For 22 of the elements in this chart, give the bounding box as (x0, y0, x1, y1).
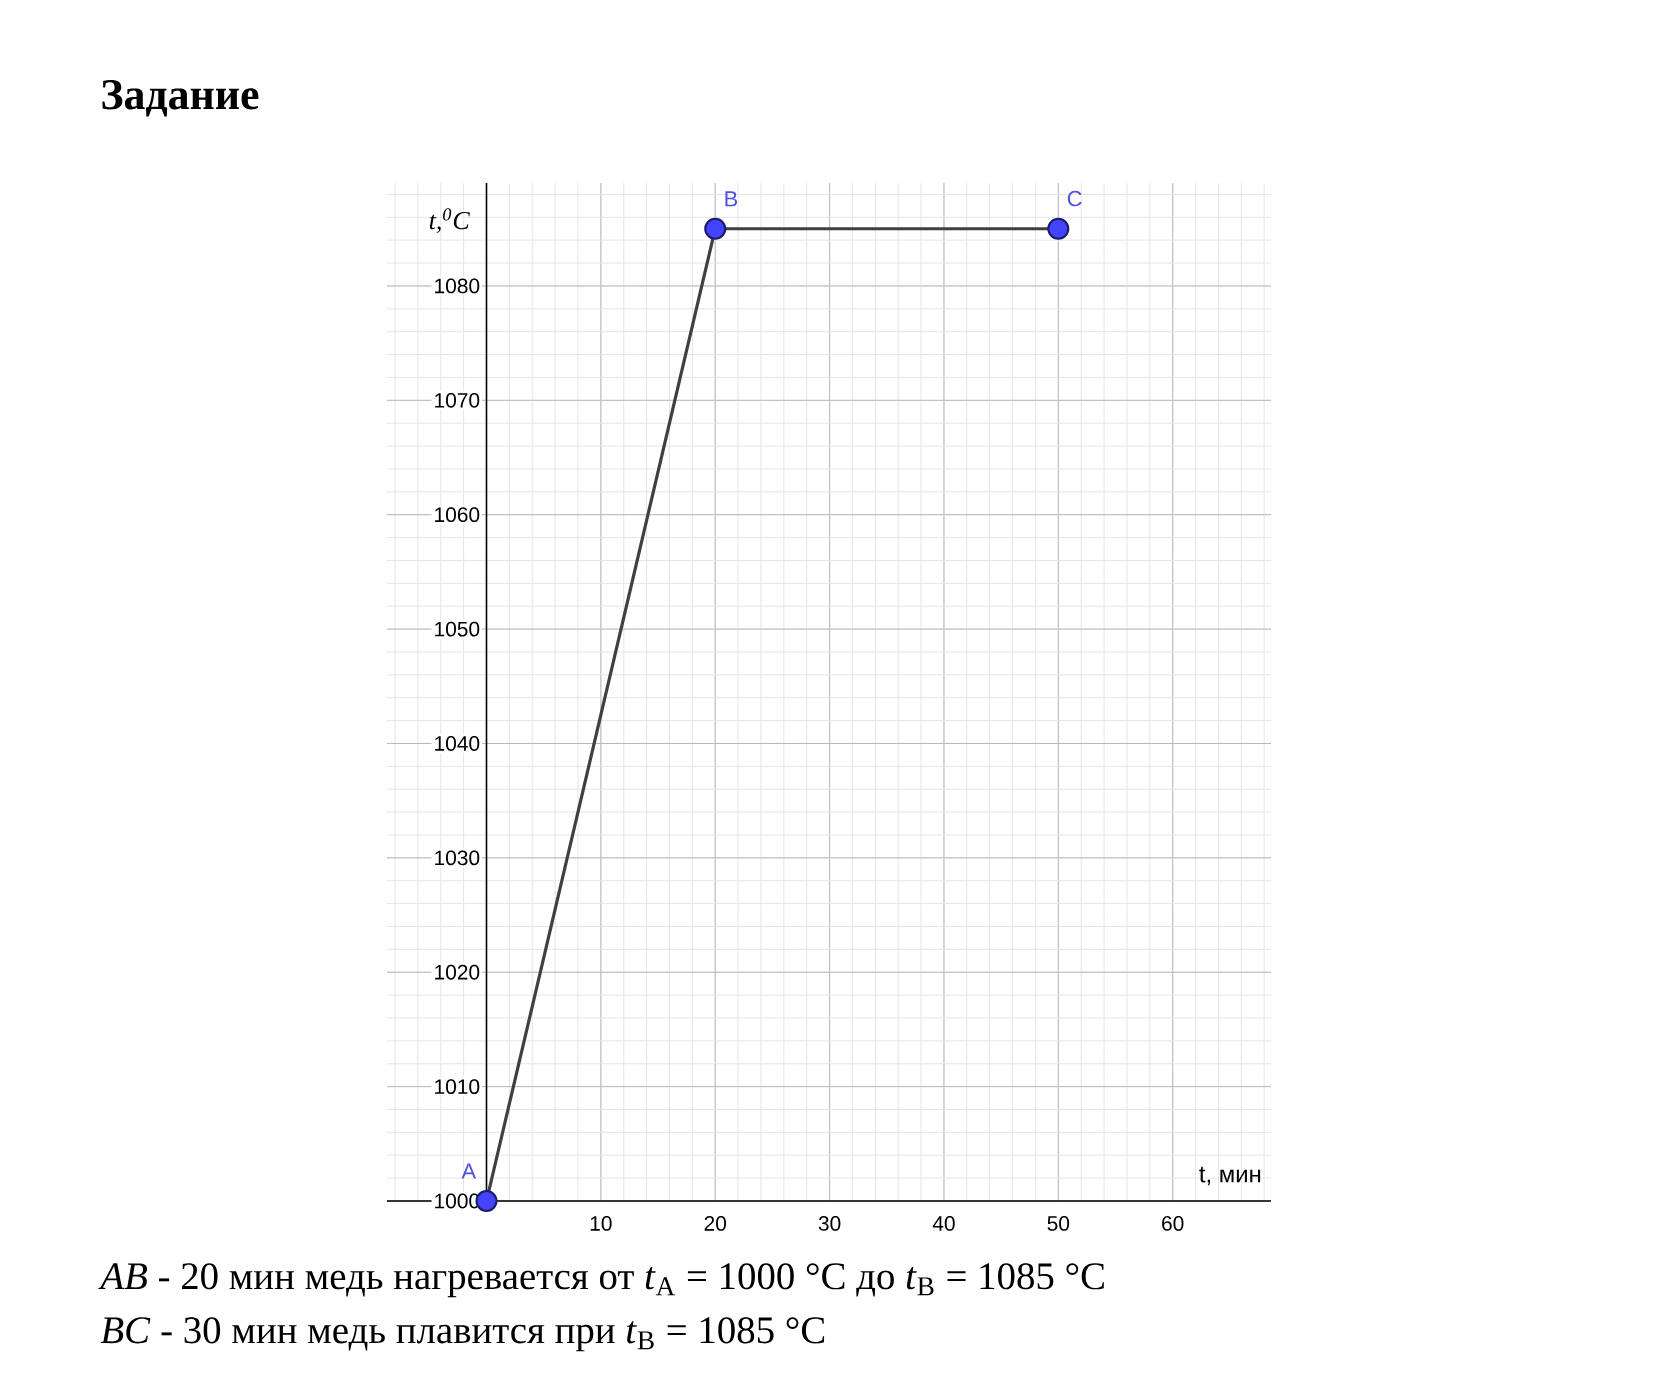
y-tick-label: 1010 (435, 1079, 480, 1095)
annotation: B (725, 191, 738, 207)
x-tick-label: 40 (932, 1216, 955, 1231)
y-tick-label: 1020 (435, 964, 480, 980)
y-tick-label: 1080 (435, 278, 480, 294)
chart-title: Задание (102, 79, 259, 117)
text: AB - 20 мин медь нагревается от t$_{A}$ = 1000 °C до t$_{B}$ = 1085 °C (98, 1263, 1104, 1298)
y-tick-label: 1030 (435, 850, 480, 866)
x-tick-label: 30 (818, 1216, 841, 1231)
x-tick-label: 60 (1162, 1216, 1184, 1231)
y-tick-label: 1060 (435, 507, 480, 523)
x-tick-label: 20 (704, 1216, 727, 1231)
y-tick-label: 1040 (435, 736, 480, 751)
annotation: A (461, 1163, 477, 1179)
annotation: C (1067, 190, 1082, 207)
x-tick-label: 50 (1047, 1216, 1070, 1231)
y-tick-label: 1050 (435, 621, 480, 637)
y-axis-title: t,$^{0}$C (429, 208, 470, 234)
x-axis-title: t, мин (1199, 1166, 1261, 1186)
x-tick-label: 10 (590, 1216, 612, 1231)
text: BC - 30 мин медь плавится при t$_{B}$ = 1085 °C (100, 1317, 825, 1352)
y-tick-label: 1070 (435, 392, 480, 408)
